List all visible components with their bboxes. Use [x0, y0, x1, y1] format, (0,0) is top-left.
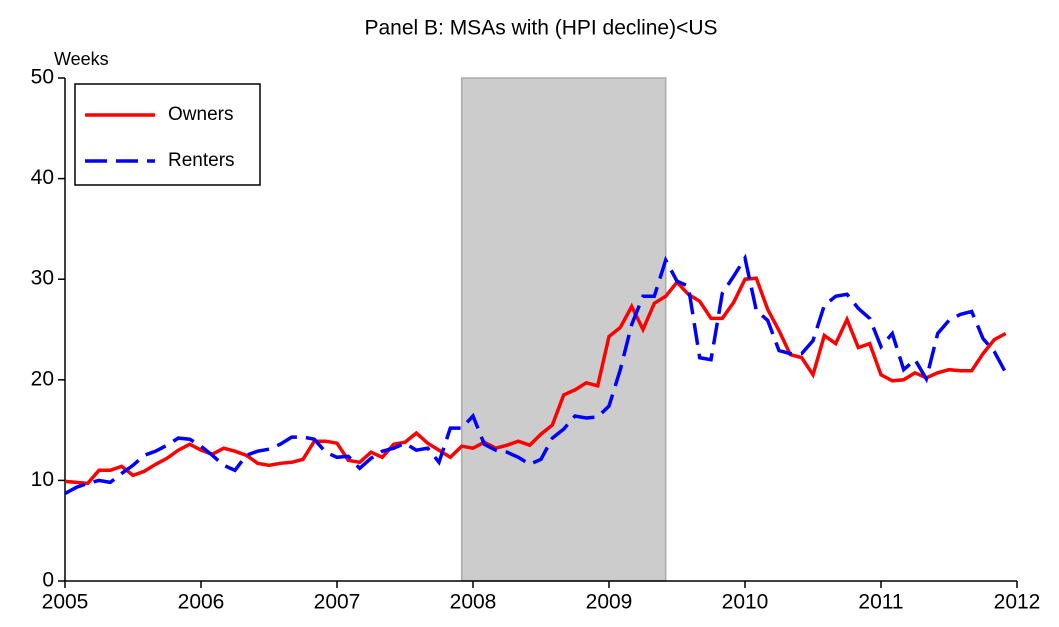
legend-label: Renters: [168, 150, 235, 171]
line-renters: [64, 253, 1008, 496]
x-tick-label: 2008: [450, 591, 497, 614]
y-tick-label: 10: [31, 468, 54, 491]
x-tick-label: 2009: [586, 591, 633, 614]
y-tick-label: 40: [31, 166, 54, 189]
y-tick-label: 30: [31, 267, 54, 290]
y-tick-label: 50: [31, 66, 54, 89]
x-tick-label: 2010: [722, 591, 769, 614]
x-tick-label: 2005: [42, 591, 89, 614]
x-tick-label: 2006: [178, 591, 225, 614]
chart-title: Panel B: MSAs with (HPI decline)<US: [364, 17, 717, 40]
x-tick-label: 2007: [314, 591, 361, 614]
line-owners: [64, 276, 1007, 486]
x-tick-label: 2012: [994, 591, 1041, 614]
y-axis-label: Weeks: [54, 49, 109, 69]
legend-label: Owners: [168, 104, 233, 125]
x-tick-label: 2011: [858, 591, 903, 614]
legend-box: [74, 83, 261, 186]
y-tick-label: 20: [31, 367, 54, 390]
y-tick-label: 0: [42, 569, 54, 592]
recession-shading: [460, 77, 667, 582]
